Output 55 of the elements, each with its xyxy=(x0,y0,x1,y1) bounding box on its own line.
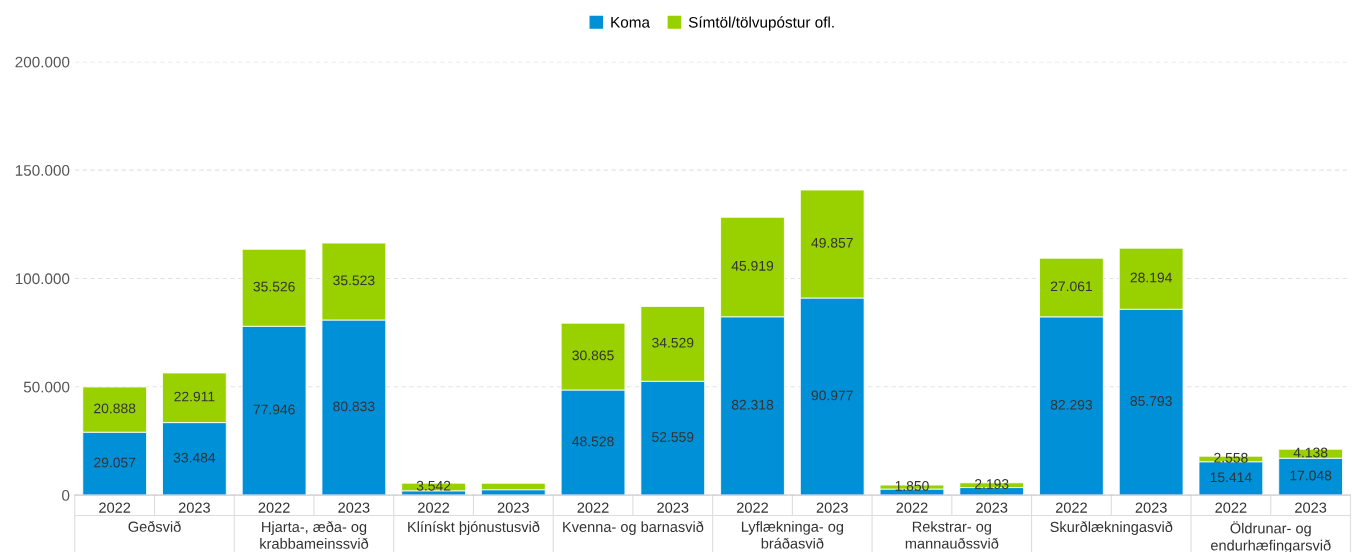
data-label: 33.484 xyxy=(173,452,216,463)
data-label: 52.559 xyxy=(652,432,694,442)
x-tick-label: 2023 xyxy=(497,502,529,513)
x-tick-label: 2022 xyxy=(99,502,131,513)
x-tick-label: 2022 xyxy=(577,502,609,513)
data-label: 17.048 xyxy=(1290,470,1332,481)
data-label: 30.865 xyxy=(572,350,614,361)
data-label: 28.194 xyxy=(1130,272,1172,283)
x-tick-label: 2023 xyxy=(178,502,210,513)
data-label: 85.793 xyxy=(1130,396,1172,406)
x-tick-label: 2023 xyxy=(1135,502,1167,513)
y-tick-label: 50.000 xyxy=(23,381,70,393)
text: Lyflækninga- og bráðasvið xyxy=(741,521,844,549)
x-tick-label: 2022 xyxy=(1055,502,1087,513)
legend-label: Koma xyxy=(611,17,650,28)
data-label: 27.061 xyxy=(1050,281,1092,292)
text: Skurðlækningasvið xyxy=(1050,521,1173,535)
data-label: 45.919 xyxy=(731,260,774,271)
data-label: 48.528 xyxy=(572,436,614,447)
data-label: 82.318 xyxy=(731,399,774,410)
legend-label: Símtöl/tölvupóstur ofl. xyxy=(688,16,834,31)
data-label: 20.888 xyxy=(94,403,136,414)
data-label: 1.850 xyxy=(895,480,929,491)
x-tick-label: 2023 xyxy=(976,502,1008,513)
data-label: 4.138 xyxy=(1293,447,1328,458)
data-label: 49.857 xyxy=(811,237,853,248)
y-tick-label: 150.000 xyxy=(15,165,70,176)
data-label: 35.523 xyxy=(333,275,375,286)
x-tick-label: 2022 xyxy=(896,502,928,513)
y-tick-label: 100.000 xyxy=(15,273,70,285)
x-tick-label: 2023 xyxy=(657,502,689,513)
x-tick-label: 2023 xyxy=(1295,502,1327,513)
x-tick-label: 2022 xyxy=(737,502,768,513)
text: Klínískt þjónustusvið xyxy=(408,521,540,535)
x-tick-label: 2022 xyxy=(418,502,450,513)
data-label: 80.833 xyxy=(333,401,375,412)
y-tick-label: 200.000 xyxy=(15,56,70,68)
text: Hjarta-, æða- og krabbameinssvið xyxy=(260,521,369,549)
x-tick-label: 2022 xyxy=(1215,502,1247,513)
text: Kvenna- og barnasvið xyxy=(563,521,704,535)
bar xyxy=(481,482,546,491)
data-label: 82.293 xyxy=(1050,399,1093,410)
data-label: 29.057 xyxy=(94,457,136,468)
text: Geðsvið xyxy=(128,520,181,532)
data-label: 35.526 xyxy=(253,281,295,292)
data-label: 34.529 xyxy=(652,337,694,348)
x-tick-label: 2023 xyxy=(338,502,370,513)
x-tick-label: 2022 xyxy=(258,502,290,513)
text: Rekstrar- og mannauðssvið xyxy=(905,521,999,549)
data-label: 90.977 xyxy=(811,390,853,401)
data-label: 15.414 xyxy=(1210,472,1252,483)
data-label: 77.946 xyxy=(253,404,295,415)
data-label: 22.911 xyxy=(174,391,215,402)
y-tick-label: 0 xyxy=(62,490,70,501)
x-tick-label: 2023 xyxy=(816,502,848,513)
